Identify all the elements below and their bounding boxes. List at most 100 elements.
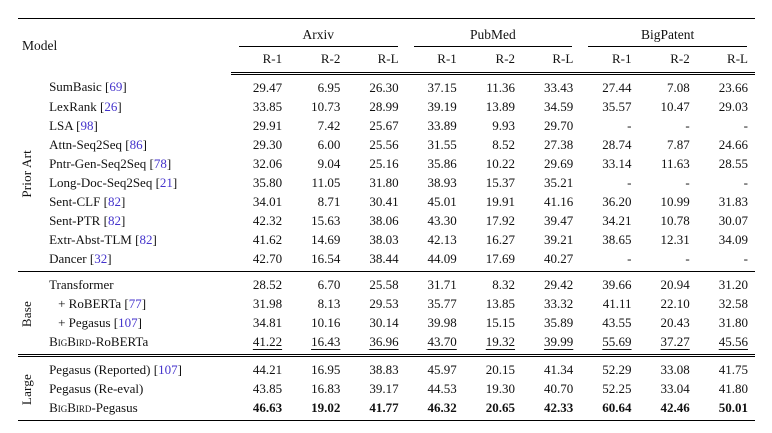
metric-value-cell: 7.42 [317, 118, 341, 133]
citation-link[interactable]: 26 [104, 99, 118, 114]
model-cell: Pegasus (Re-eval) [34, 379, 231, 398]
metric-value-cell: - [743, 118, 748, 133]
metric-value-cell: 27.44 [602, 80, 632, 95]
citation-link[interactable]: 21 [159, 175, 173, 190]
metric-value-cell: 29.69 [544, 156, 574, 171]
cmidrule [588, 46, 747, 47]
metric-value-cell: 33.85 [252, 99, 283, 114]
metric-header: R-2 [289, 47, 348, 75]
metric-value-cell: 46.32 [427, 400, 457, 415]
metric-value-cell: 6.95 [317, 80, 341, 95]
model-name: Pntr-Gen-Seq2Seq [49, 156, 147, 171]
model-name: + Pegasus [58, 315, 111, 330]
metric-value-cell: 31.80 [369, 175, 399, 190]
metric-value-cell: 37.15 [427, 80, 457, 95]
metric-value-cell: 31.80 [718, 315, 748, 330]
model-name: -Pegasus [91, 400, 138, 415]
metric-value-cell: 41.22 [252, 334, 283, 349]
group-header-label: BigPatent [641, 27, 695, 42]
table-row: BigBird-Pegasus 46.63 19.02 41.77 46.32 20.65… [18, 398, 755, 421]
metric-value-cell: - [743, 251, 748, 266]
metric-value-cell: 44.53 [427, 381, 457, 396]
model-name: LexRank [49, 99, 97, 114]
metric-value-cell: - [685, 251, 690, 266]
metric-value-cell: 25.58 [347, 271, 406, 294]
citation-link[interactable]: 78 [153, 156, 167, 171]
metric-value-cell: 13.89 [485, 99, 516, 114]
metric-value-cell: 17.69 [485, 251, 516, 266]
metric-value-cell: 19.30 [485, 381, 516, 396]
metric-value-cell: 30.41 [369, 194, 399, 209]
metric-value-cell: 29.42 [522, 271, 581, 294]
citation-link[interactable]: 82 [139, 232, 153, 247]
metric-value-cell: 41.75 [696, 354, 755, 379]
header-row-groups: Model Arxiv PubMed BigPatent [18, 19, 755, 53]
table-row: Pegasus (Re-eval) 43.85 16.83 39.17 44.53 19.… [18, 379, 755, 398]
metric-value-cell: 40.70 [544, 381, 574, 396]
metric-value-cell: 8.52 [492, 137, 516, 152]
table-row: Dancer [32] 42.70 16.54 38.44 44.09 17.69 40.2… [18, 249, 755, 272]
metric-value-cell: 42.32 [252, 213, 283, 228]
model-name: LSA [49, 118, 73, 133]
model-cell: Pntr-Gen-Seq2Seq [78] [49, 156, 172, 171]
table-row: LSA [98] 29.91 7.42 25.67 33.89 9.93 29.70 - - - [18, 116, 755, 135]
metric-value-cell: 38.65 [602, 232, 632, 247]
model-name-smallcaps: BigBird [49, 400, 92, 415]
metric-value-cell: 29.47 [252, 80, 283, 95]
metric-value-cell: 45.97 [405, 354, 464, 379]
citation-link[interactable]: 107 [118, 315, 138, 330]
group-header-label: Arxiv [302, 27, 334, 42]
row-group-label: Prior Art [18, 149, 34, 198]
metric-value-cell: 14.69 [311, 232, 341, 247]
metric-value-cell: 38.44 [369, 251, 399, 266]
model-column-header: Model [22, 38, 58, 54]
metric-header: R-1 [230, 47, 290, 75]
model-cell: Pegasus (Reported) [107] [34, 354, 231, 379]
metric-value-cell: 16.95 [289, 354, 348, 379]
metric-value-cell: 36.96 [369, 334, 399, 349]
metric-value-cell: 42.46 [660, 400, 690, 415]
row-group-label-cell: Prior Art [18, 74, 34, 272]
metric-value-cell: 29.03 [718, 99, 748, 114]
citation-link[interactable]: 32 [94, 251, 108, 266]
metric-value-cell: 31.83 [718, 194, 748, 209]
citation-link[interactable]: 86 [129, 137, 143, 152]
table-row: + RoBERTa [77] 31.98 8.13 29.53 35.77 13.85 33… [18, 294, 755, 313]
metric-header: R-L [347, 47, 406, 75]
metric-value-cell: 41.62 [252, 232, 283, 247]
metric-value-cell: 39.47 [544, 213, 574, 228]
table-row: Long-Doc-Seq2Seq [21] 35.80 11.05 31.80 38.9… [18, 173, 755, 192]
metric-value-cell: 31.71 [405, 271, 464, 294]
metric-value-cell: 32.58 [718, 296, 748, 311]
model-name: Dancer [49, 251, 87, 266]
metric-value-cell: 39.66 [580, 271, 639, 294]
model-cell: + Pegasus [107] [58, 315, 142, 330]
table-row: Large Pegasus (Reported) [107] 44.21 16.95 3… [18, 354, 755, 421]
metric-value-cell: 41.11 [602, 296, 632, 311]
cmidrule [238, 46, 398, 47]
metric-value-cell: 34.01 [252, 194, 283, 209]
metric-value-cell: 11.05 [311, 175, 341, 190]
metric-value-cell: 35.89 [544, 315, 574, 330]
metric-value-cell: 43.30 [427, 213, 457, 228]
metric-value-cell: 29.70 [544, 118, 574, 133]
metric-value-cell: 44.21 [230, 354, 290, 379]
metric-value-cell: 11.36 [486, 80, 516, 95]
metric-value-cell: 45.56 [718, 334, 748, 349]
results-table: Model Arxiv PubMed BigPatent R-1 R-2 R-L R-1 R-2… [18, 18, 755, 421]
group-header-bigpatent: BigPatent [580, 19, 755, 47]
model-name-smallcaps: BigBird [49, 334, 92, 349]
citation-link[interactable]: 98 [80, 118, 94, 133]
citation-link[interactable]: 69 [109, 79, 123, 95]
metric-value-cell: 15.63 [311, 213, 341, 228]
model-cell: + RoBERTa [77] [58, 296, 147, 311]
citation-link[interactable]: 77 [128, 296, 142, 311]
metric-value-cell: 39.17 [369, 381, 399, 396]
citation-link[interactable]: 107 [158, 362, 178, 377]
citation-link[interactable]: 82 [107, 213, 121, 228]
metric-value-cell: 13.85 [485, 296, 516, 311]
metric-value-cell: 33.89 [427, 118, 457, 133]
model-name: Attn-Seq2Seq [49, 137, 123, 152]
metric-value-cell: 33.14 [602, 156, 632, 171]
citation-link[interactable]: 82 [107, 194, 121, 209]
